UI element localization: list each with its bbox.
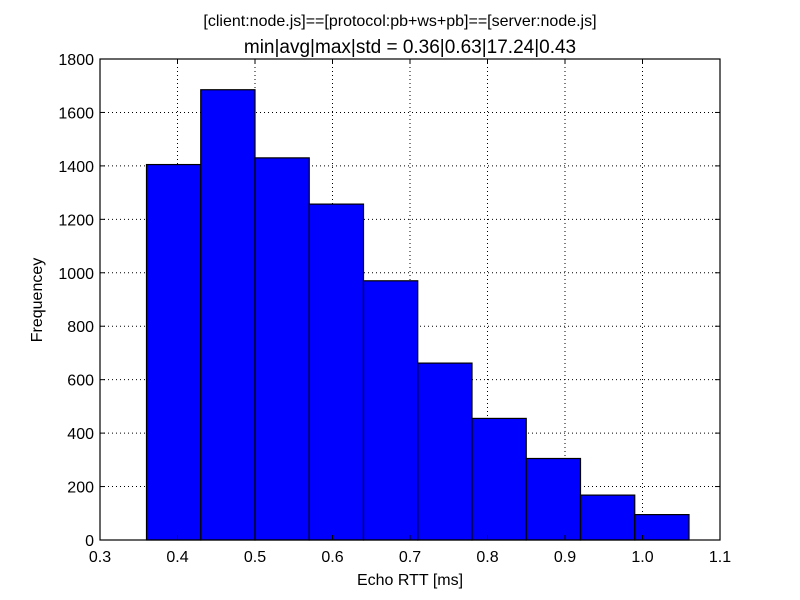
x-tick-label: 1.0 (631, 549, 653, 566)
y-tick-label: 600 (67, 373, 94, 390)
histogram-bar (254, 157, 310, 541)
grid-lines (100, 59, 720, 540)
y-tick-label: 1200 (58, 212, 94, 229)
y-tick-label: 0 (85, 533, 94, 550)
y-tick-label: 400 (67, 426, 94, 443)
y-tick-label: 1000 (58, 266, 94, 283)
y-tick-label: 800 (67, 319, 94, 336)
chart-suptitle: [client:node.js]==[protocol:pb+ws+pb]==[… (203, 13, 596, 30)
y-tick-label: 1600 (58, 105, 94, 122)
histogram-bar (145, 163, 202, 541)
histogram-bar (579, 494, 636, 541)
x-tick-label: 0.9 (554, 549, 576, 566)
x-tick-label: 1.1 (709, 549, 731, 566)
histogram-bar (308, 203, 365, 541)
y-tick-label: 1400 (58, 159, 94, 176)
x-axis-label: Echo RTT [ms] (357, 572, 463, 589)
histogram-bar (362, 280, 419, 541)
y-axis-label: Frequencey (29, 258, 46, 343)
y-tick-label: 200 (67, 480, 94, 497)
x-tick-label: 0.6 (321, 549, 343, 566)
histogram-bar (471, 417, 527, 541)
tick-labels: 0.3 0.4 0.5 0.6 0.7 0.8 0.9 1.0 1.1 0 200 400 600 800… (58, 52, 731, 566)
histogram-bar (525, 457, 582, 541)
histogram-bar (200, 89, 256, 541)
x-tick-label: 0.7 (399, 549, 421, 566)
chart-title: min|avg|max|std = 0.36|0.63|17.24|0.43 (244, 37, 576, 58)
y-tick-label: 1800 (58, 52, 94, 69)
x-tick-label: 0.5 (244, 549, 266, 566)
histogram-bar (417, 362, 473, 541)
x-tick-label: 0.3 (89, 549, 111, 566)
x-tick-label: 0.8 (476, 549, 498, 566)
x-tick-label: 0.4 (166, 549, 188, 566)
axes (99, 58, 721, 541)
bars (145, 89, 690, 541)
